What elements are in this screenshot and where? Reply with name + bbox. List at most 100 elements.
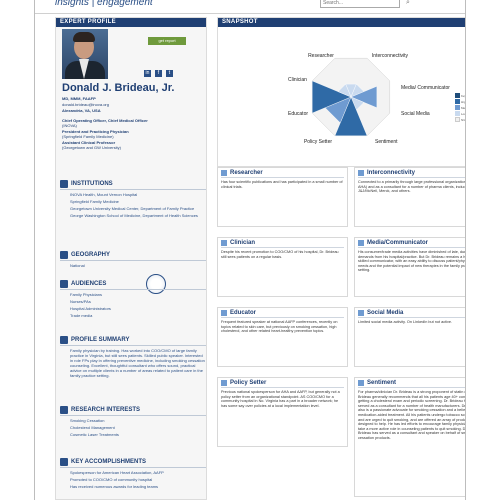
location: Alexandria, VA, USA	[62, 108, 101, 113]
role-line: Assistant Clinical Professor	[62, 140, 116, 145]
list-item: Spokesperson for American Heart Associat…	[70, 470, 164, 475]
search-input[interactable]	[320, 0, 400, 8]
radar-label-interconnectivity: Interconnectivity	[372, 53, 409, 59]
profile-name: Donald J. Brideau, Jr.	[62, 82, 175, 94]
card-media-communicator: Media/Communicator His consumer/trade me…	[354, 237, 466, 297]
geography-section: GEOGRAPHY National	[60, 251, 206, 270]
role-line: (Springfield Family Medicine)	[62, 134, 114, 139]
list-item: Has received numerous awards for leading…	[70, 484, 159, 489]
section-title: RESEARCH INTERESTS	[71, 407, 141, 413]
list-item: Hospital Administrators	[70, 306, 111, 311]
key-accomplishments-section: KEY ACCOMPLISHMENTS Spokesperson for Ame…	[60, 458, 206, 491]
audiences-section: AUDIENCES Family Physicians Nurses/PAs H…	[60, 280, 206, 320]
card-researcher: Researcher Has four scientific publicati…	[217, 167, 348, 227]
card-sentiment: Sentiment For pharma/clinician Dr. Bride…	[354, 377, 465, 497]
card-title: Clinician	[230, 240, 256, 246]
card-body: Has four scientific publications and has…	[221, 180, 343, 189]
category-icon	[221, 240, 227, 246]
card-body: Limited social media activity. On Linked…	[358, 320, 453, 324]
linkedin-icon[interactable]: in	[144, 70, 151, 77]
role-line: (Georgetown and GW University)	[62, 145, 121, 150]
profile-summary-section: PROFILE SUMMARY Family physician by trai…	[60, 336, 206, 380]
research-interests-section: RESEARCH INTERESTS Smoking Cessation Cho…	[60, 406, 206, 439]
card-body: His consumer/trade media activities have…	[358, 250, 466, 273]
twitter-icon[interactable]: t	[166, 70, 173, 77]
card-title: Researcher	[230, 170, 263, 176]
list-item: Trade media	[70, 313, 93, 318]
building-icon	[60, 180, 68, 188]
category-icon	[221, 380, 227, 386]
legend-item: Low	[455, 111, 465, 116]
card-body: Previous national spokesperson for AHA a…	[221, 390, 340, 408]
list-item: Promoted to COO/CMO of community hospita…	[70, 477, 153, 482]
snapshot-panel: SNAPSHOT Researcher Interconnectivity Me…	[217, 17, 465, 167]
section-title: INSTITUTIONS	[71, 181, 113, 187]
radar-label-researcher: Researcher	[308, 53, 334, 59]
card-social-media: Social Media Limited social media activi…	[354, 307, 465, 367]
section-title: PROFILE SUMMARY	[71, 337, 130, 343]
list-item: Cholesterol Management	[70, 425, 115, 430]
people-icon	[60, 280, 68, 288]
list-item: Nurses/PAs	[70, 299, 91, 304]
brand-logo: insights | engagement	[55, 0, 153, 8]
card-title: Interconnectivity	[367, 170, 416, 176]
card-title: Sentiment	[367, 380, 397, 386]
get-report-button[interactable]: get report	[148, 37, 186, 45]
legend-item: Medium	[455, 105, 465, 110]
card-body: Frequent featured speaker at national AA…	[221, 320, 338, 334]
email-link[interactable]: donald.brideau@inova.org	[62, 102, 109, 107]
list-item: George Washington School of Medicine, De…	[70, 213, 198, 218]
category-icon	[358, 240, 364, 246]
card-title: Policy Setter	[230, 380, 267, 386]
category-icon	[358, 380, 364, 386]
radar-label-sentiment: Sentiment	[375, 139, 398, 145]
card-title: Social Media	[367, 310, 404, 316]
facebook-icon[interactable]: f	[155, 70, 162, 77]
legend-item: Key	[455, 93, 465, 98]
card-clinician: Clinician Despite his recent promotion t…	[217, 237, 348, 297]
snapshot-legend: Key High Medium Low N/A	[455, 93, 465, 123]
section-title: KEY ACCOMPLISHMENTS	[71, 459, 147, 465]
role-line: President and Practicing Physician	[62, 129, 129, 134]
role-line: Chief Operating Officer, Chief Medical O…	[62, 118, 148, 123]
institutions-section: INSTITUTIONS INOVA Health, Mount Vernon …	[60, 180, 206, 220]
expert-profile-panel: EXPERT PROFILE get report in f t Donald …	[55, 17, 207, 500]
radar-wedge	[311, 80, 352, 114]
category-icon	[221, 310, 227, 316]
card-interconnectivity: Interconnectivity Connected to a primari…	[354, 167, 466, 227]
card-body: Connected to a primarily through large p…	[358, 180, 466, 194]
category-icon	[358, 310, 364, 316]
list-item: Family Physicians	[70, 292, 103, 297]
top-bar: insights | engagement ⌕	[35, 0, 465, 14]
radar-wedge	[337, 83, 352, 98]
card-policy-setter: Policy Setter Previous national spokespe…	[217, 377, 348, 447]
card-title: Media/Communicator	[367, 240, 429, 246]
card-educator: Educator Frequent featured speaker at na…	[217, 307, 348, 367]
app-window: insights | engagement ⌕ EXPERT PROFILE g…	[34, 0, 466, 500]
card-title: Educator	[230, 310, 257, 316]
snapshot-title: SNAPSHOT	[218, 18, 465, 27]
list-item: Georgetown University Medical Center, De…	[70, 206, 195, 211]
radar-label-policy-setter: Policy Setter	[304, 139, 332, 145]
summary-text: Family physician by training. Has worked…	[70, 348, 205, 378]
category-icon	[358, 170, 364, 176]
legend-item: N/A	[455, 117, 465, 122]
radar-label-clinician: Clinician	[288, 77, 307, 83]
trophy-icon	[60, 458, 68, 466]
search-icon[interactable]: ⌕	[406, 0, 410, 6]
profile-photo	[62, 29, 108, 79]
section-title: GEOGRAPHY	[71, 252, 111, 258]
document-icon	[60, 336, 68, 344]
map-pin-icon	[60, 251, 68, 259]
social-icons: in f t	[144, 70, 173, 77]
list-item: Smoking Cessation	[70, 418, 105, 423]
panel-title: EXPERT PROFILE	[56, 18, 206, 27]
radar-label-educator: Educator	[288, 111, 308, 117]
legend-item: High	[455, 99, 465, 104]
list-item: Cosmetic Laser Treatments	[70, 432, 119, 437]
list-item: National	[70, 263, 85, 268]
credentials: MD, MMM, FAAFP	[62, 96, 96, 101]
microscope-icon	[60, 406, 68, 414]
list-item: Springfield Family Medicine	[70, 199, 119, 204]
list-item: INOVA Health, Mount Vernon Hospital	[70, 192, 138, 197]
